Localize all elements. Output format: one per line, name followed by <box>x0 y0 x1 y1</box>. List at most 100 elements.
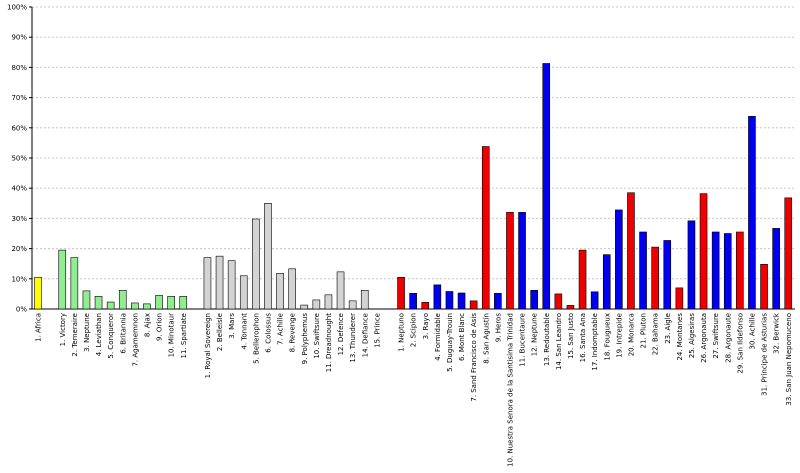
x-tick-label: 19. Intrepide <box>615 313 623 358</box>
x-tick-label: 20. Monarca <box>627 313 635 356</box>
x-tick-label: 22. Bahama <box>652 313 660 355</box>
x-tick-label: 4. Formidable <box>434 313 442 361</box>
bar <box>276 273 284 310</box>
x-tick-label: 14. Defiance <box>361 313 369 357</box>
x-tick-label: 31. Principe de Asturias <box>761 313 769 396</box>
y-tick-label: 50% <box>11 155 27 163</box>
bar <box>433 284 442 310</box>
bar <box>421 302 430 310</box>
x-tick-label: 11. Dreadnought <box>325 313 333 373</box>
x-tick-label: 12. Neptune <box>531 313 539 356</box>
x-tick-label: 1. Royal Sovereign <box>204 313 212 378</box>
bar <box>300 304 309 310</box>
bar <box>663 240 672 310</box>
bar <box>578 249 587 310</box>
x-tick-label: 7. Achille <box>277 313 285 345</box>
bar <box>252 218 260 310</box>
bar <box>227 260 236 310</box>
x-tick-label: 9. Heros <box>494 313 502 342</box>
bar <box>469 300 478 310</box>
x-tick-label: 1. Neptuno <box>398 313 406 352</box>
x-tick-label: 2. Scipion <box>410 313 418 347</box>
bar <box>590 291 599 310</box>
bar <box>348 300 357 310</box>
x-tick-label: 13. Redoutable <box>543 313 551 366</box>
y-tick-label: 70% <box>11 94 27 102</box>
bar <box>82 290 91 310</box>
y-tick-label: 60% <box>11 124 27 132</box>
bar <box>566 305 575 310</box>
bar <box>179 296 188 310</box>
x-tick-label: 13. Thunderer <box>349 313 357 363</box>
x-tick-label: 18. Fougueux <box>603 313 611 361</box>
y-tick-label: 40% <box>11 185 27 193</box>
bar <box>324 294 333 310</box>
x-tick-label: 8. Ajax <box>143 313 151 337</box>
x-tick-label: 3. Mars <box>228 313 236 339</box>
x-tick-label: 12. Defence <box>337 313 345 355</box>
bar <box>106 301 115 310</box>
bar <box>723 233 732 310</box>
x-tick-label: 3. Neptune <box>83 313 91 352</box>
x-tick-label: 29. San Ildefonso <box>736 313 744 374</box>
bar <box>264 203 272 310</box>
bar <box>748 116 756 310</box>
x-tick-label: 1. Africa <box>35 313 43 342</box>
bar <box>494 292 502 310</box>
x-tick-label: 8. San Agustín <box>482 313 490 364</box>
x-tick-label: 5. Conqueror <box>107 313 115 359</box>
bar <box>143 303 151 310</box>
bar <box>687 220 696 310</box>
x-tick-label: 33. San Juan Nepomuceno <box>785 313 793 406</box>
y-tick-label: 80% <box>11 64 27 72</box>
x-tick-label: 6. Mont Blanc <box>458 313 466 361</box>
x-tick-label: 6. Colossus <box>264 313 272 353</box>
bar <box>651 246 659 310</box>
bar <box>94 296 103 310</box>
bar <box>457 292 466 310</box>
bar <box>215 255 224 310</box>
x-tick-label: 26. Argonauta <box>700 313 708 363</box>
bar <box>397 276 405 310</box>
bar <box>506 212 514 310</box>
bar <box>554 293 563 310</box>
x-tick-label: 14. San Leandro <box>555 313 563 370</box>
bar <box>155 295 163 310</box>
bar <box>360 289 369 310</box>
bar <box>131 302 139 310</box>
bar <box>167 296 175 310</box>
bar <box>639 231 647 310</box>
bar <box>312 299 321 310</box>
bar <box>288 268 296 310</box>
x-tick-label: 15. Prince <box>373 313 381 348</box>
y-tick-label: 20% <box>11 245 27 253</box>
bar <box>542 63 551 310</box>
bar <box>518 212 526 310</box>
x-tick-label: 32. Berwick <box>773 312 781 354</box>
x-tick-label: 4. Leviathan <box>95 313 103 356</box>
bar <box>784 197 793 310</box>
bar <box>772 228 780 310</box>
bar <box>699 193 708 310</box>
x-tick-label: 17. Indomptable <box>591 313 599 371</box>
bar <box>336 271 345 310</box>
x-tick-label: 9. Polyphemus <box>301 313 309 365</box>
x-tick-label: 9. Orion <box>156 313 164 341</box>
x-tick-label: 3. Rayo <box>422 313 430 339</box>
bar <box>118 289 127 310</box>
bar <box>481 146 490 310</box>
y-tick-label: 100% <box>7 4 27 12</box>
x-tick-label: 1. Victory <box>59 313 67 346</box>
x-tick-label: 5. Bellerophon <box>252 313 260 364</box>
y-tick-label: 10% <box>11 275 27 283</box>
x-tick-label: 8. Revenge <box>289 313 297 352</box>
bar <box>736 231 744 310</box>
x-tick-label: 24. Montanes <box>676 313 684 361</box>
x-tick-label: 7. Sand Francisco de Asis <box>470 313 478 402</box>
x-tick-label: 30. Achille <box>748 313 756 349</box>
x-tick-label: 25. Algesiras <box>688 313 696 359</box>
bar <box>615 209 623 310</box>
x-tick-label: 7. Agamemnon <box>131 313 139 367</box>
